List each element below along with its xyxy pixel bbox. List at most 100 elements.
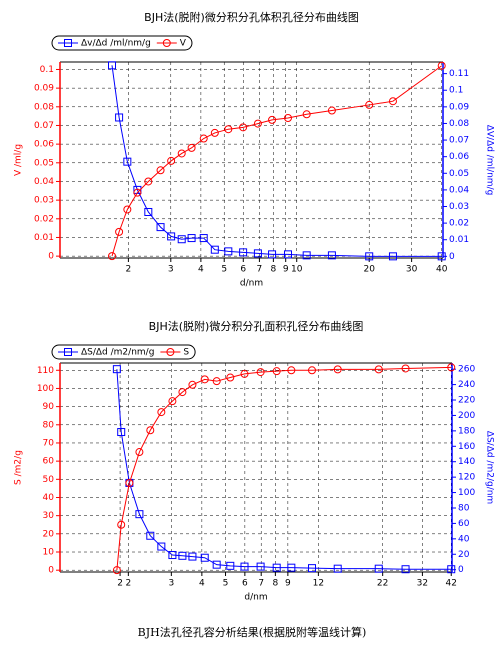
x-axis-label: d/nm (244, 593, 267, 603)
marker (117, 520, 126, 529)
series-line (116, 369, 452, 570)
marker (388, 97, 397, 106)
marker (212, 560, 221, 569)
marker (308, 366, 317, 375)
y2-tick-label: 160 (458, 442, 475, 452)
marker (256, 562, 265, 571)
y2-tick-label: 120 (458, 473, 475, 483)
y-tick-label: 10 (43, 548, 55, 558)
y-tick-label: 100 (37, 384, 54, 394)
series-line (111, 65, 442, 257)
x-tick-label: 30 (406, 265, 418, 275)
y2-tick-label: 220 (458, 396, 475, 406)
y2-tick-label: 0 (449, 252, 455, 262)
marker (157, 542, 166, 551)
y-axis-label: V /ml/g (14, 144, 24, 176)
x-axis-label: d/nm (240, 279, 263, 289)
marker (224, 247, 233, 256)
x-tick-label: 6 (240, 265, 246, 275)
y-tick-label: 50 (43, 475, 55, 485)
marker (117, 428, 126, 437)
marker (133, 188, 142, 197)
marker (115, 113, 124, 122)
marker (199, 134, 208, 143)
y-tick-label: 0.09 (34, 84, 54, 94)
marker (240, 369, 249, 378)
marker (64, 348, 72, 356)
x-tick-label: 2 (125, 579, 131, 589)
marker (135, 448, 144, 457)
x-tick-label: 7 (257, 265, 263, 275)
marker (156, 166, 165, 175)
y-axis-label: S /m2/g (14, 450, 24, 485)
y2-tick-label: 140 (458, 457, 475, 467)
y2-tick-label: 20 (458, 550, 470, 560)
y2-tick-label: 100 (458, 488, 475, 498)
marker (302, 251, 311, 260)
marker (239, 248, 248, 257)
marker (272, 563, 281, 572)
marker (157, 408, 166, 417)
marker (112, 365, 121, 374)
marker (401, 364, 410, 373)
series-line (111, 65, 442, 257)
marker (268, 115, 277, 124)
y-tick-label: 110 (37, 366, 54, 376)
y2-axis-label: ΔS/Δd /m2/g/nm (485, 431, 495, 504)
y-tick-label: 20 (43, 529, 55, 539)
y2-tick-label: 260 (458, 365, 475, 375)
marker (187, 143, 196, 152)
x-tick-label: 22 (377, 579, 388, 589)
y2-tick-label: 0.11 (449, 69, 469, 79)
y-tick-label: 80 (43, 420, 55, 430)
marker (123, 157, 132, 166)
marker (401, 565, 410, 574)
marker (210, 128, 219, 137)
x-tick-label: 42 (446, 579, 457, 589)
x-tick-label: 5 (221, 265, 227, 275)
y-tick-label: 0.05 (34, 158, 54, 168)
legend-label: ΔS/Δd /m2/nm/g (81, 348, 154, 358)
marker (167, 232, 176, 241)
marker (268, 250, 277, 259)
marker (64, 39, 72, 47)
marker (146, 531, 155, 540)
x-tick-label: 3 (168, 265, 174, 275)
y2-tick-label: 0.06 (449, 152, 469, 162)
marker (187, 234, 196, 243)
marker (112, 566, 121, 575)
marker (125, 478, 134, 487)
x-tick-label: 2 (117, 579, 123, 589)
marker (447, 363, 456, 372)
y2-tick-label: 80 (458, 503, 470, 513)
y-tick-label: 0.1 (40, 65, 54, 75)
marker (365, 100, 374, 109)
x-tick-label: 8 (271, 265, 277, 275)
marker (374, 365, 383, 374)
y2-tick-label: 40 (458, 534, 470, 544)
marker (327, 106, 336, 115)
series-line (116, 366, 452, 571)
marker (115, 227, 124, 236)
y-tick-label: 90 (43, 402, 55, 412)
marker (256, 368, 265, 377)
y-tick-label: 0.07 (34, 121, 54, 131)
marker (166, 348, 175, 356)
marker (224, 125, 233, 134)
y-tick-label: 0.08 (34, 102, 54, 112)
marker (108, 252, 117, 261)
marker (272, 367, 281, 376)
x-tick-label: 10 (291, 265, 303, 275)
marker (240, 562, 249, 571)
y-tick-label: 0.04 (34, 177, 54, 187)
y2-tick-label: 180 (458, 426, 475, 436)
marker (226, 561, 235, 570)
x-tick-label: 3 (168, 579, 174, 589)
y2-tick-label: 0.07 (449, 136, 469, 146)
marker (188, 552, 197, 561)
legend-box (51, 344, 196, 360)
marker (210, 245, 219, 254)
x-tick-label: 9 (283, 265, 289, 275)
